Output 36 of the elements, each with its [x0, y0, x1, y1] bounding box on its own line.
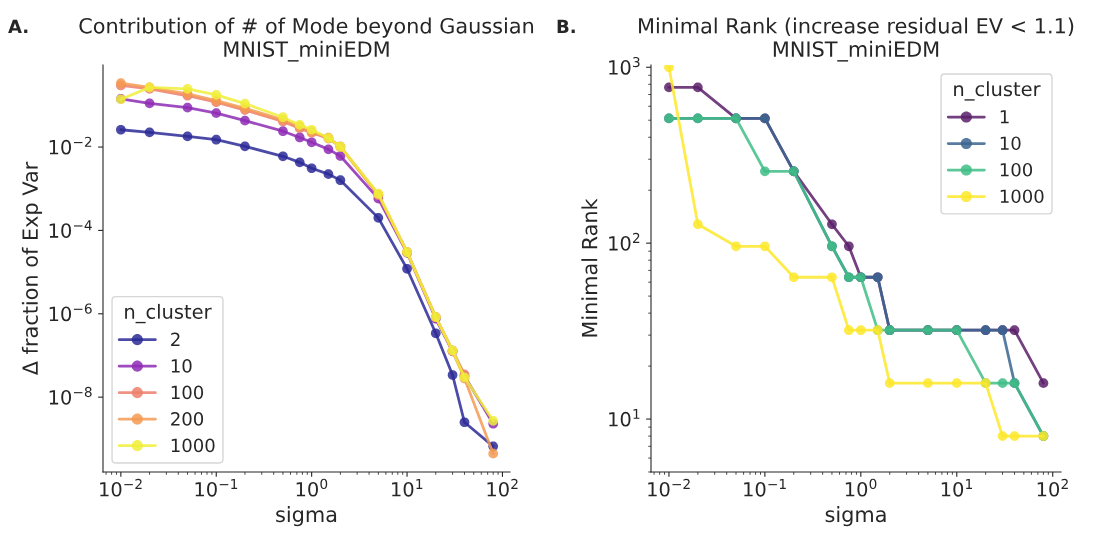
x-tick-label: 10$^{−2}$	[648, 478, 690, 497]
x-tick-label: 10$^{−2}$	[100, 478, 142, 497]
x-tick-label: 10$^{−1}$	[195, 479, 238, 497]
y-axis-title: Minimal Rank	[581, 198, 598, 337]
y-tick-label: 10$^{−6}$	[49, 303, 92, 322]
y-tick-label: 10$^{2}$	[609, 232, 640, 251]
legend-label: 1	[1000, 110, 1009, 124]
x-tick-label: 10$^{−1}$	[744, 479, 786, 497]
x-tick-label: 10$^{1}$	[941, 479, 972, 497]
x-tick-label: 10$^{0}$	[845, 478, 877, 497]
x-tick-label: 10$^{1}$	[392, 479, 423, 497]
legend-label: 10	[171, 359, 192, 373]
x-tick-label: 10$^{0}$	[296, 478, 328, 497]
legend-title: n_cluster	[954, 81, 1041, 101]
legend-label: 100	[171, 385, 204, 400]
text: B.	[557, 19, 575, 33]
legend-label: 100	[1000, 162, 1033, 177]
y-tick-label: 10$^{−4}$	[49, 220, 92, 238]
legend-label: 1000	[1000, 189, 1044, 204]
y-axis-title: Δ fraction of Exp Var	[21, 161, 43, 376]
legend-label: 2	[171, 332, 180, 346]
x-tick-label: 10$^{2}$	[1037, 478, 1068, 497]
y-tick-label: 10$^{−8}$	[49, 386, 92, 405]
chart-title: Contribution of # of Mode beyond Gaussian MNIST_miniEDM	[79, 17, 534, 62]
x-axis-title: sigma	[276, 506, 337, 527]
text: A.	[8, 19, 28, 33]
x-axis-title: sigma	[825, 506, 886, 527]
chart-title: Minimal Rank (increase residual EV < 1.1) MNIST_miniEDM	[639, 17, 1074, 62]
y-tick-label: 10$^{−2}$	[49, 136, 92, 155]
x-tick-label: 10$^{2}$	[487, 478, 518, 497]
legend-label: 1000	[171, 438, 215, 453]
legend-label: 200	[171, 412, 204, 426]
y-tick-label: 10$^{1}$	[609, 408, 640, 427]
y-tick-label: 10$^{3}$	[609, 56, 640, 75]
legend-title: n_cluster	[125, 303, 212, 324]
legend-label: 10	[1000, 136, 1021, 151]
